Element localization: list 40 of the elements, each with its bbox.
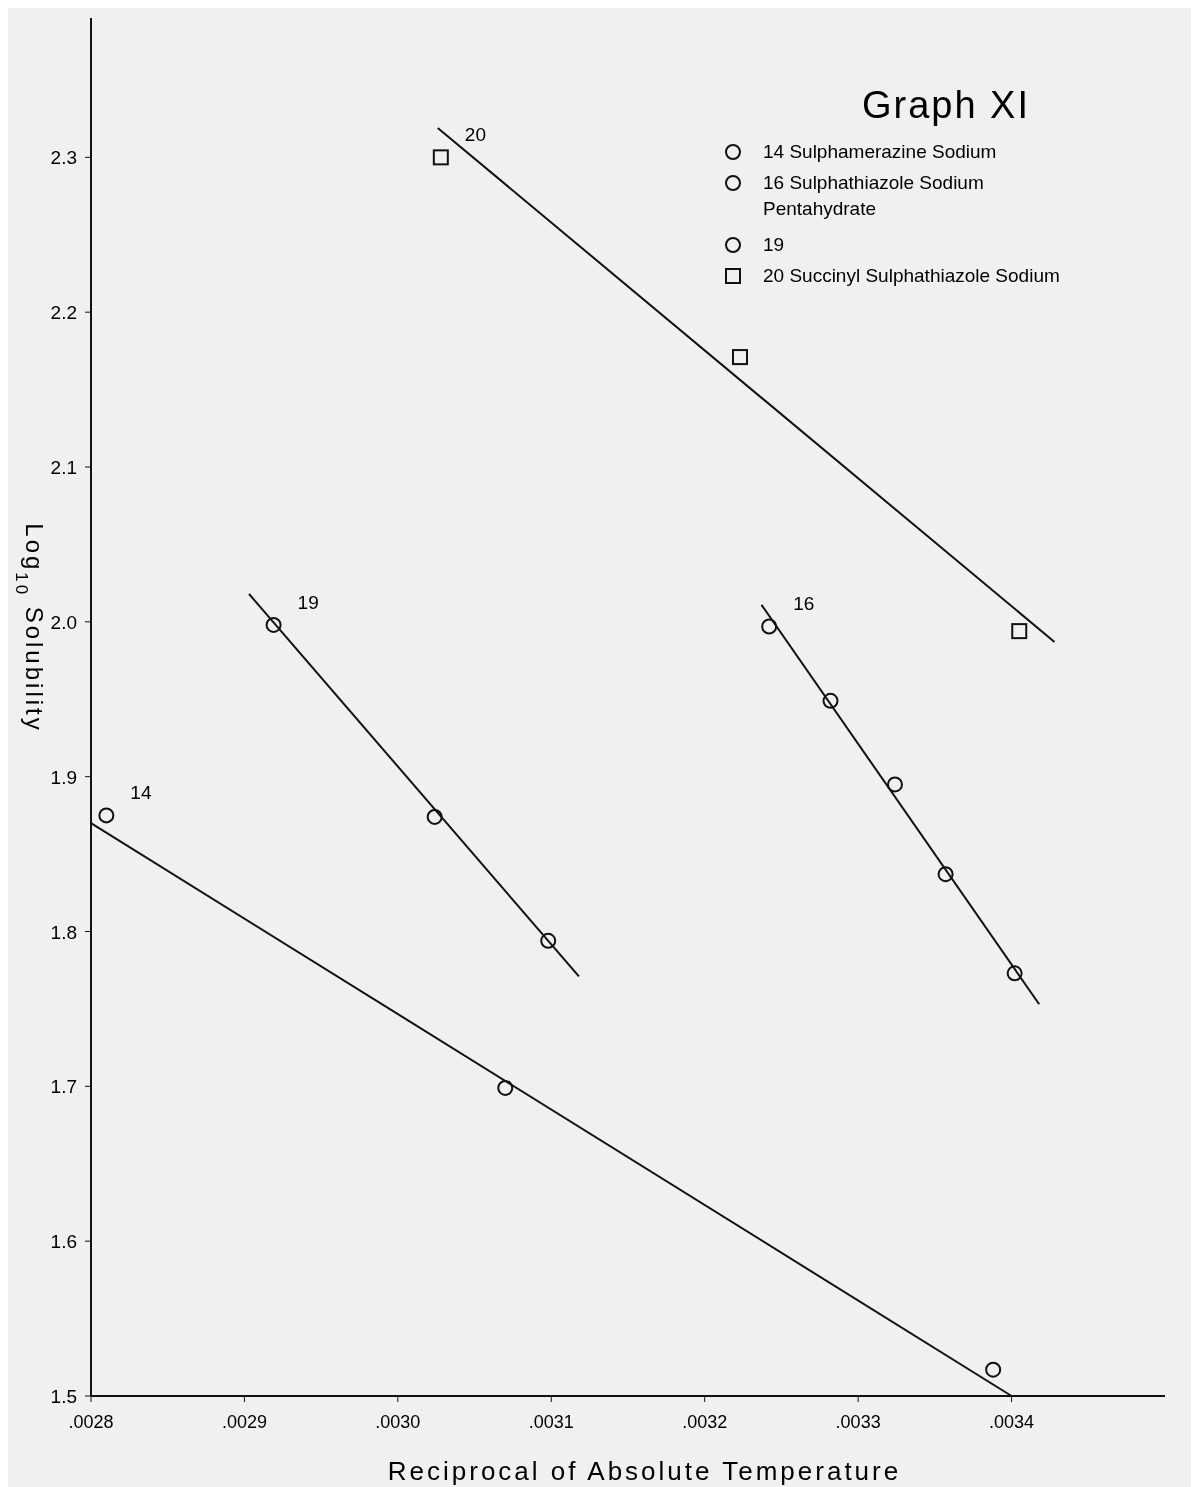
legend-label: 16 Sulphathiazole Sodium Pentahydrate bbox=[763, 172, 984, 219]
y-tick-label: 2.2 bbox=[50, 302, 77, 324]
x-tick-label: .0034 bbox=[989, 1412, 1035, 1432]
annotation: 19 bbox=[297, 591, 319, 613]
annotation: 20 bbox=[464, 124, 486, 146]
point bbox=[732, 349, 748, 366]
y-tick-label: 1.5 bbox=[50, 1386, 77, 1407]
point bbox=[432, 149, 449, 166]
y-tick-label: 1.7 bbox=[50, 1076, 77, 1098]
point bbox=[426, 808, 443, 825]
point bbox=[1011, 623, 1028, 640]
point bbox=[1006, 965, 1023, 982]
x-tick-label: .0031 bbox=[528, 1412, 574, 1432]
legend-label: 14 Sulphamerazine Sodium bbox=[763, 141, 997, 162]
y-tick-label: 2.0 bbox=[50, 611, 77, 633]
annotation: 16 bbox=[793, 593, 815, 615]
point bbox=[497, 1079, 514, 1096]
y-tick-label: 2.3 bbox=[50, 147, 77, 169]
y-tick-label: 2.1 bbox=[50, 457, 77, 479]
y-tick-label: 1.9 bbox=[50, 766, 77, 788]
point bbox=[265, 616, 282, 633]
x-tick-label: .0030 bbox=[375, 1412, 421, 1432]
annotation: 14 bbox=[130, 782, 152, 804]
y-tick-label: 1.6 bbox=[50, 1231, 77, 1253]
point bbox=[886, 776, 903, 793]
point bbox=[761, 618, 778, 635]
legend-label: 20 Succinyl Sulphathiazole Sodium bbox=[763, 265, 1060, 286]
x-axis-title: Reciprocal of Absolute Temperature bbox=[387, 1456, 902, 1486]
x-tick-label: .0032 bbox=[682, 1412, 728, 1432]
point bbox=[937, 866, 954, 883]
y-tick-label: 1.8 bbox=[50, 921, 77, 943]
x-tick-label: .0033 bbox=[835, 1412, 881, 1432]
text: Graph XI bbox=[861, 84, 1031, 126]
point bbox=[98, 807, 115, 824]
x-tick-label: .0029 bbox=[221, 1412, 267, 1432]
x-tick-label: .0028 bbox=[68, 1412, 114, 1432]
point bbox=[822, 692, 839, 709]
point bbox=[540, 932, 557, 949]
legend-label: 19 bbox=[763, 234, 785, 255]
point bbox=[985, 1361, 1002, 1378]
